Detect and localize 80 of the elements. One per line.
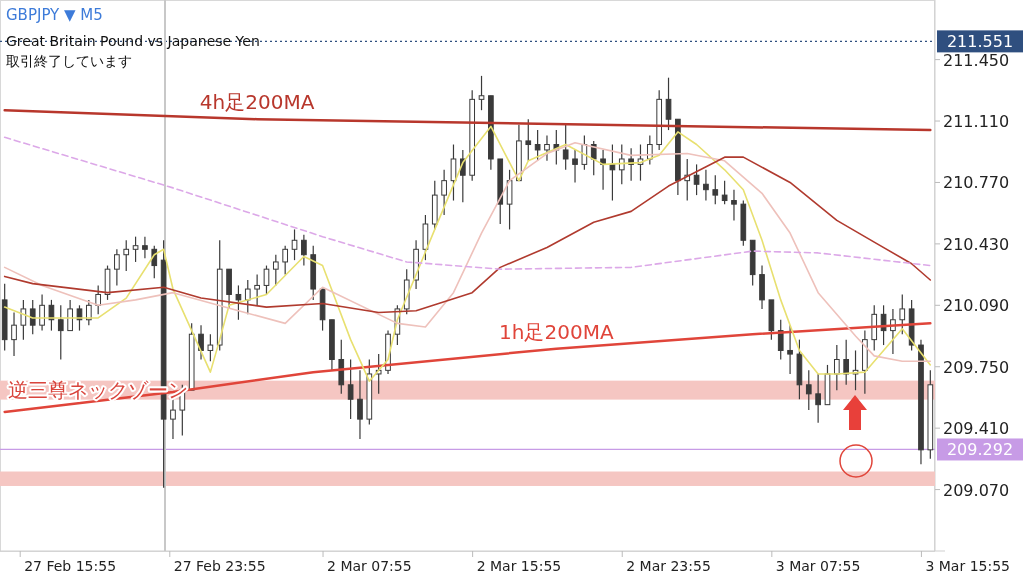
line-series [3, 136, 932, 270]
y-tick-label: 209.070 [943, 480, 1010, 500]
candlestick [525, 118, 532, 162]
candlestick [777, 319, 784, 361]
x-tick-label: 3 Mar 15:55 [925, 558, 1011, 574]
candlestick [805, 369, 812, 411]
candlestick [142, 236, 148, 259]
y-tick-label: 209.750 [943, 357, 1010, 377]
candlestick [132, 236, 139, 263]
candlestick [244, 279, 251, 315]
series-label: 4h足200MA [199, 90, 315, 115]
candlestick [67, 299, 73, 332]
series-label: 1h足200MA [499, 319, 614, 344]
candlestick [347, 358, 354, 420]
candlestick [787, 324, 793, 375]
candlestick [198, 324, 204, 361]
candlestick [703, 169, 709, 202]
candlestick [57, 304, 64, 361]
x-tick-label: 2 Mar 23:55 [626, 558, 711, 574]
candlestick [843, 339, 850, 386]
x-tick-label: 27 Feb 15:55 [24, 558, 117, 574]
candlestick [114, 248, 120, 287]
candlestick [48, 299, 55, 332]
candlestick [95, 284, 102, 315]
candlestick [39, 293, 45, 332]
y-tick-label: 210.430 [943, 234, 1010, 254]
candlestick [272, 254, 279, 287]
line-series [3, 156, 932, 314]
candlestick [11, 311, 17, 357]
x-tick-label: 2 Mar 15:55 [476, 558, 562, 574]
x-tick-label: 2 Mar 07:55 [327, 558, 412, 574]
y-tick-label: 209.410 [943, 419, 1010, 439]
candlestick [600, 149, 606, 191]
candlestick [590, 140, 597, 176]
candlestick [712, 174, 719, 205]
candlestick [618, 143, 625, 185]
candlestick [506, 169, 513, 231]
candlestick [721, 180, 728, 205]
candlestick [534, 129, 541, 162]
x-tick-label: 27 Feb 23:55 [173, 558, 266, 574]
candlestick [562, 124, 569, 171]
ref-line-label: 211.551 [946, 32, 1014, 52]
candlestick [170, 398, 176, 440]
candlestick [20, 299, 27, 341]
y-tick-label: 211.110 [943, 112, 1010, 132]
candlestick [254, 274, 260, 306]
candlestick [899, 293, 906, 335]
candlestick [207, 333, 214, 362]
candlestick [544, 134, 550, 162]
y-tick-label: 211.450 [943, 50, 1010, 70]
annotation: 取引終了しています [6, 53, 132, 69]
candlestick [637, 143, 644, 182]
candlestick [151, 245, 158, 279]
candlestick [301, 234, 307, 267]
y-tick-label: 210.090 [943, 296, 1010, 316]
candlestick [291, 228, 298, 261]
ref-line-label: 209.292 [946, 440, 1014, 460]
candlestick [450, 143, 457, 202]
text: Great Britain Pound vs Japanese Yen [6, 33, 260, 49]
candlestick [123, 239, 130, 272]
candlestick [833, 344, 840, 391]
chart-title: GBPJPY ▼ M5 [6, 6, 103, 24]
line-series [3, 322, 932, 414]
candlestick [235, 284, 242, 321]
candlestick [665, 77, 672, 131]
candlestick [357, 369, 363, 440]
candlestick [815, 373, 821, 424]
candlestick [880, 304, 887, 346]
candlestick [581, 134, 588, 171]
y-tick-label: 210.770 [943, 173, 1010, 193]
candlestick [85, 299, 92, 326]
candlestick [572, 149, 578, 184]
candlestick [29, 299, 36, 335]
candlestick [263, 264, 270, 296]
candlestick [731, 189, 737, 221]
candlestick [693, 163, 700, 196]
candlestick [478, 75, 485, 111]
candlestick [282, 245, 289, 276]
candlestick [441, 169, 447, 216]
x-tick-label: 3 Mar 07:55 [775, 558, 861, 574]
